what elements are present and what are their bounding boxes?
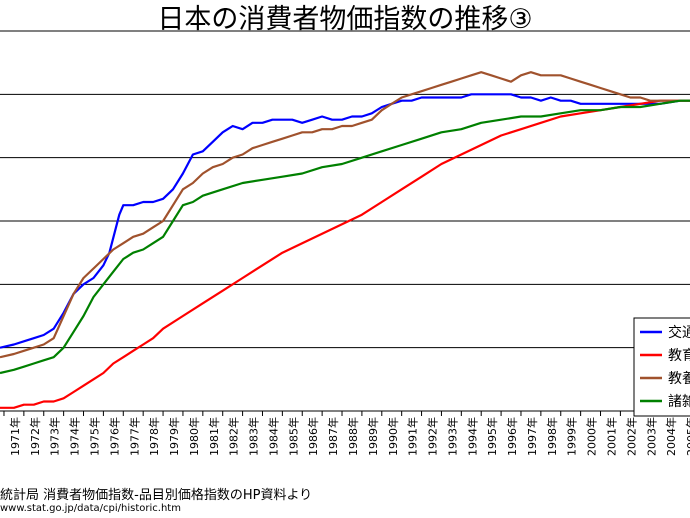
x-tick-label-1998: 1998年 [545,417,559,456]
legend-label-3: 教養娯楽 [668,370,690,387]
x-tick-label-1983: 1983年 [247,417,261,456]
x-tick-label-1978: 1978年 [147,417,161,456]
x-tick-label-2002: 2002年 [624,417,638,456]
x-tick-label-1979: 1979年 [167,417,181,456]
source-url: www.stat.go.jp/data/cpi/historic.htm [0,503,181,514]
x-tick-label-2000: 2000年 [585,417,599,456]
legend-label-4: 諸雑費 [668,394,690,410]
source-note: 統計局 消費者物価指数-品目別価格指数のHP資料より [0,488,313,503]
grid-layer [0,30,690,412]
x-tick-label-2001: 2001年 [605,417,619,456]
x-tick-label-1973: 1973年 [48,417,62,456]
x-tick-label-1988: 1988年 [346,417,360,456]
x-tick-label-2005: 2005年 [684,417,690,456]
legend: 交通教育教養娯楽諸雑費 [633,317,690,417]
x-tick-label-1977: 1977年 [127,417,141,456]
x-tick-label-1992: 1992年 [426,417,440,456]
x-tick-label-1975: 1975年 [88,417,102,456]
x-tick-label-1971: 1971年 [8,417,22,456]
x-tick-label-1976: 1976年 [107,417,121,456]
chart-title: 日本の消費者物価指数の推移③ [157,4,533,35]
x-tick-label-1989: 1989年 [366,417,380,456]
legend-box [633,317,690,417]
legend-label-2: 教育 [668,348,690,364]
x-tick-label-1990: 1990年 [386,417,400,456]
x-tick-label-1986: 1986年 [306,417,320,456]
x-tick-label-2003: 2003年 [644,417,658,456]
x-tick-label-1981: 1981年 [207,417,221,456]
x-tick-label-1991: 1991年 [406,417,420,456]
x-tick-label-2004: 2004年 [664,417,678,456]
x-tick-label-1984: 1984年 [266,417,280,456]
x-tick-label-1985: 1985年 [286,417,300,456]
x-tick-label-1994: 1994年 [465,417,479,456]
x-tick-label-1987: 1987年 [326,417,340,456]
series-line-4 [0,99,690,375]
x-tick-label-1974: 1974年 [68,417,82,456]
x-axis: 1971年 1972年 1973年 1974年 1975年 1976年 1977年 1978年… [3,411,690,456]
series-line-3 [0,71,690,359]
x-tick-label-1982: 1982年 [227,417,241,456]
x-tick-label-1999: 1999年 [565,417,579,456]
x-tick-label-1996: 1996年 [505,417,519,456]
series-layer [0,71,690,409]
x-tick-label-1972: 1972年 [28,417,42,456]
series-line-2 [0,99,690,409]
x-tick-label-1993: 1993年 [445,417,459,456]
x-tick-label-1995: 1995年 [485,417,499,456]
legend-label-1: 交通 [668,324,690,341]
x-tick-label-1997: 1997年 [525,417,539,456]
x-tick-label-1980: 1980年 [187,417,201,456]
